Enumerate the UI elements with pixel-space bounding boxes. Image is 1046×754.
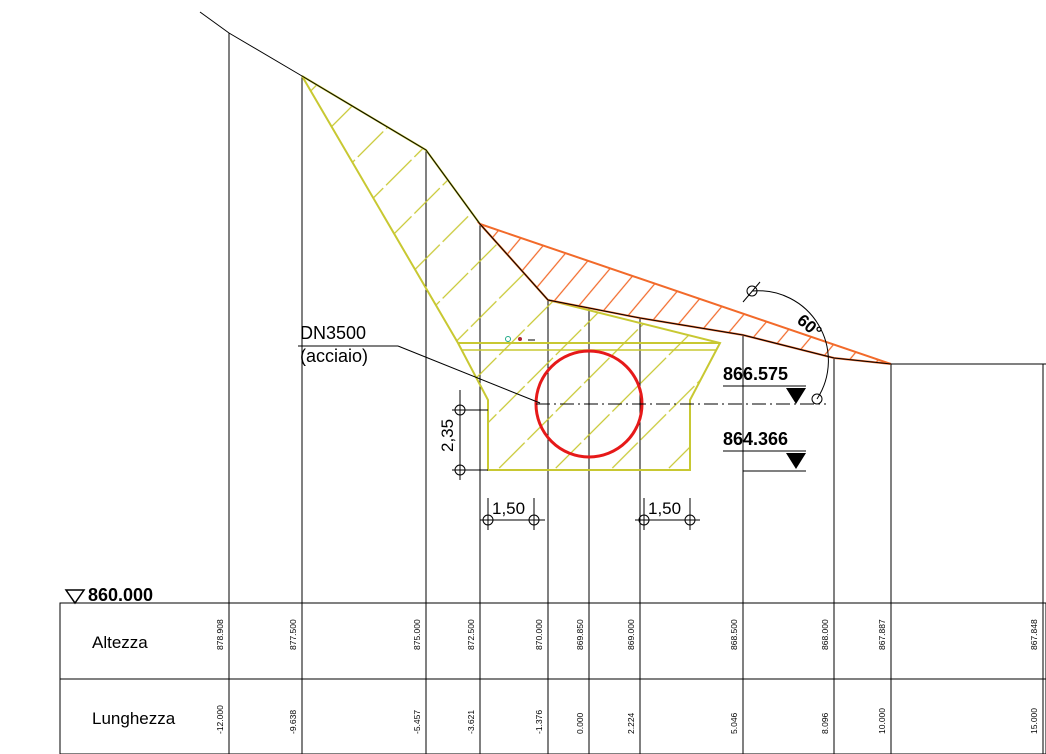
reference-level: 860.000 <box>64 585 153 605</box>
height-value: 867.887 <box>877 619 887 650</box>
length-value: -5.457 <box>412 710 422 734</box>
height-values: 878.908 877.500 875.000 872.500 870.000 869.8… <box>215 619 1039 650</box>
right-offset-dimension: 1,50 <box>635 498 700 530</box>
left-offset-text: 1,50 <box>492 499 525 518</box>
row-label-lunghezza: Lunghezza <box>92 709 176 728</box>
length-values: -12.000 -9.638 -5.457 -3.621 -1.376 0.000 2.22… <box>215 705 1039 734</box>
height-value: 868.000 <box>820 619 830 650</box>
length-value: 5.046 <box>729 712 739 734</box>
height-value: 870.000 <box>534 619 544 650</box>
length-value: 10.000 <box>877 708 887 734</box>
height-value: 875.000 <box>412 619 422 650</box>
height-value: 867.848 <box>1029 619 1039 650</box>
fill-area <box>301 75 722 471</box>
row-label-altezza: Altezza <box>92 633 148 652</box>
length-value: 2.224 <box>626 712 636 734</box>
pipe-label: DN3500 (acciaio) <box>298 323 541 404</box>
profile-table: Altezza Lunghezza 878.908 877.500 875.000 8… <box>59 602 1046 754</box>
length-value: -12.000 <box>215 705 225 734</box>
height-value: 869.000 <box>626 619 636 650</box>
height-value: 868.500 <box>729 619 739 650</box>
length-value: -1.376 <box>534 710 544 734</box>
axis-level-text: 866.575 <box>723 364 788 384</box>
height-dimension: 2,35 <box>438 390 488 480</box>
length-value: -9.638 <box>288 710 298 734</box>
left-offset-dimension: 1,50 <box>480 498 545 530</box>
height-value: 878.908 <box>215 619 225 650</box>
length-value: 8.096 <box>820 712 830 734</box>
length-value: 15.000 <box>1029 708 1039 734</box>
height-dimension-text: 2,35 <box>438 419 457 452</box>
height-value: 869.850 <box>575 619 585 650</box>
axis-level-marker: 866.575 <box>723 364 823 405</box>
height-value: 877.500 <box>288 619 298 650</box>
reference-level-text: 860.000 <box>88 585 153 605</box>
pipe-name: DN3500 <box>300 323 366 343</box>
ground-line <box>199 11 1046 365</box>
bottom-level-text: 864.366 <box>723 429 788 449</box>
bottom-level-marker: 864.366 <box>723 429 806 472</box>
height-value: 872.500 <box>466 619 476 650</box>
length-value: -3.621 <box>466 710 476 734</box>
pipe-material: (acciaio) <box>300 346 368 366</box>
right-offset-text: 1,50 <box>648 499 681 518</box>
length-value: 0.000 <box>575 712 585 734</box>
